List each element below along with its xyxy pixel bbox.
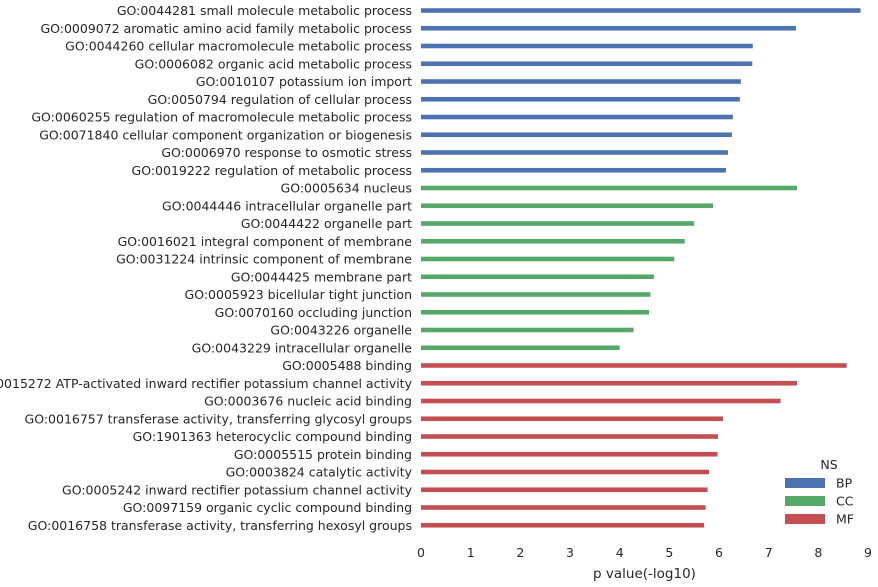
x-tick-label: 4 [616,545,624,560]
category-label: GO:0097159 organic cyclic compound bindi… [123,500,412,515]
bar-mf [421,487,708,493]
bar-cc [421,185,797,191]
bar-cc [421,238,685,244]
category-label: GO:0016758 transferase activity, transfe… [28,518,412,533]
category-label: GO:0003676 nucleic acid binding [204,394,412,409]
category-label: GO:0044425 membrane part [231,269,412,284]
legend-entries: BP CC MF [785,476,854,527]
category-label: GO:0006970 response to osmotic stress [161,145,412,160]
bar-mf [421,469,710,475]
bar-bp [421,43,753,49]
category-label: GO:1901363 heterocyclic compound binding [133,429,412,444]
x-tick-label: 9 [864,545,872,560]
category-label: GO:0016757 transferase activity, transfe… [25,411,412,426]
category-label: GO:0031224 intrinsic component of membra… [116,252,412,267]
bar-bp [421,79,741,84]
x-tick-label: 0 [417,545,425,560]
bar-mf [421,451,718,457]
bar-bp [421,132,732,138]
bar-mf [421,363,847,368]
x-tick-label: 7 [765,545,773,560]
bar-mf [421,522,705,528]
category-label: GO:0060255 regulation of macromolecule m… [31,110,412,125]
category-label: GO:0005923 bicellular tight junction [185,287,412,302]
category-label: GO:0005488 binding [282,358,412,373]
x-tick-label: 5 [665,545,673,560]
category-label: GO:0016021 integral component of membran… [118,234,413,249]
bar-cc [421,309,649,315]
category-label: GO:0005515 protein binding [234,447,412,462]
legend-swatch-mf [785,514,825,524]
category-label: GO:0044446 intracellular organelle part [162,198,412,213]
category-label: GO:0015272 ATP-activated inward rectifie… [0,376,413,391]
category-label: GO:0070160 occluding junction [215,305,412,320]
category-label: GO:0044281 small molecule metabolic proc… [117,3,412,18]
x-tick-label: 8 [814,545,822,560]
bar-mf [421,416,723,422]
bar-bp [421,167,726,173]
category-label: GO:0044422 organelle part [241,216,412,231]
bar-cc [421,256,675,262]
bar-cc [421,221,695,226]
legend-swatch-cc [785,496,825,506]
x-axis-label: p value(-log10) [593,566,696,582]
category-labels: GO:0044281 small molecule metabolic proc… [0,3,413,533]
bar-bp [421,150,728,155]
bar-bp [421,8,861,13]
category-label: GO:0043226 organelle [270,323,412,338]
legend-swatch-bp [785,478,825,488]
category-label: GO:0005634 nucleus [281,181,412,196]
bar-bp [421,61,753,67]
bar-mf [421,505,706,510]
x-tick-label: 1 [467,545,475,560]
category-label: GO:0044260 cellular macromolecule metabo… [65,39,412,54]
legend: NS BP CC MF [785,457,854,527]
category-label: GO:0009072 aromatic amino acid family me… [40,21,412,36]
legend-label-mf: MF [836,512,854,527]
bar-cc [421,345,620,351]
x-axis-ticks: 0 1 2 3 4 5 6 7 8 9 [417,545,872,560]
legend-label-cc: CC [836,494,854,509]
bar-mf [421,398,781,404]
category-label: GO:0050794 regulation of cellular proces… [148,92,412,107]
bar-cc [421,274,654,280]
bar-bp [421,25,796,31]
bar-cc [421,203,714,209]
legend-title: NS [820,457,837,472]
category-label: GO:0005242 inward rectifier potassium ch… [62,482,413,497]
x-tick-label: 6 [715,545,723,560]
bar-bp [421,96,740,102]
category-label: GO:0006082 organic acid metabolic proces… [135,56,412,71]
bar-mf [421,380,797,386]
bar-bp [421,114,733,120]
bar-cc [421,327,634,333]
category-label: GO:0043229 intracellular organelle [192,340,413,355]
bar-mf [421,434,719,439]
category-label: GO:0019222 regulation of metabolic proce… [132,163,412,178]
category-label: GO:0003824 catalytic activity [226,465,413,480]
category-label: GO:0071840 cellular component organizati… [39,127,412,142]
legend-label-bp: BP [836,476,853,491]
bar-cc [421,292,651,297]
bars-group [421,8,861,528]
x-tick-label: 3 [566,545,574,560]
x-tick-label: 2 [516,545,524,560]
category-label: GO:0010107 potassium ion import [196,74,412,89]
